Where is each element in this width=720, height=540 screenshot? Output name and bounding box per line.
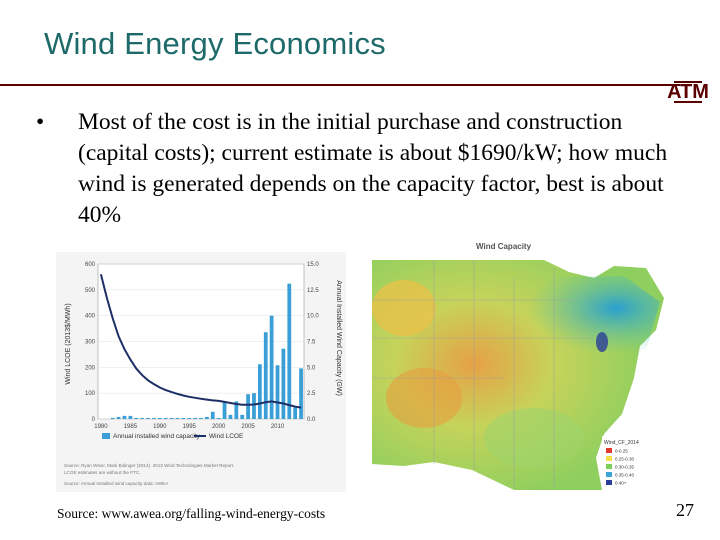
chart-x-tick: 2000 (212, 424, 226, 430)
logo-text: ATM (667, 81, 709, 103)
capacity-bar (146, 417, 150, 419)
map-legend-swatch (606, 456, 612, 461)
chart-x-tick: 1990 (153, 424, 167, 430)
map-title: Wind Capacity (476, 242, 532, 251)
capacity-bar (257, 364, 262, 419)
map-legend-swatch (606, 480, 612, 485)
chart-yright-tick: 2.5 (307, 391, 316, 397)
map-legend-label: 0.30-0.35 (615, 465, 635, 470)
lcoe-series-line (99, 274, 302, 409)
capacity-bar (116, 416, 121, 419)
capacity-bar (269, 315, 274, 419)
chart-yright-tick: 5.0 (307, 365, 316, 371)
capacity-bar (299, 368, 303, 419)
map-legend-label: 0.25-0.30 (615, 457, 635, 462)
capacity-bar (281, 348, 286, 419)
capacity-bar (175, 417, 180, 419)
map-legend-swatch (606, 472, 612, 477)
page-number: 27 (676, 500, 694, 520)
map-legend-label: 0.40+ (615, 481, 627, 486)
map-legend-label: 0-0.25 (615, 449, 628, 454)
chart-yleft-tick: 200 (85, 365, 96, 371)
legend-bar-swatch (102, 433, 110, 439)
chart-x-tick: 2010 (271, 424, 285, 430)
map-legend-swatch (606, 464, 612, 469)
chart-yleft-tick: 500 (85, 288, 96, 294)
map-svg: Wind Capacity Wind_CF_2014 0-0.25 0.25-0.… (372, 242, 664, 492)
capacity-bar (110, 417, 115, 419)
capacity-bar (140, 417, 145, 419)
chart-yright-tick: 7.5 (307, 340, 316, 346)
tamu-logo: ATM (667, 81, 709, 103)
capacity-bar (181, 417, 186, 419)
chart-yleft-tick: 300 (85, 340, 96, 346)
capacity-bar (287, 283, 292, 419)
map-legend-label: 0.35-0.40 (615, 473, 635, 478)
capacity-bar (293, 407, 298, 419)
capacity-bar (163, 417, 168, 419)
capacity-bar (169, 417, 174, 419)
chart-x-tick: 1995 (183, 424, 197, 430)
capacity-bar (234, 401, 239, 419)
chart-credit: Source: Annual Installed wind capacity d… (64, 481, 169, 486)
capacity-bar (205, 416, 209, 419)
chart-yleft-tick: 400 (85, 314, 96, 320)
capacity-bar (275, 365, 280, 419)
map-legend-swatch (606, 448, 612, 453)
title-rule (0, 84, 680, 86)
chart-note-2: LCOE estimates are without the PTC. (64, 470, 141, 475)
chart-yleft-tick: 100 (85, 391, 96, 397)
bullet-dot-icon: • (36, 109, 45, 135)
source-citation: Source: www.awea.org/falling-wind-energy… (57, 506, 326, 521)
capacity-bar (240, 414, 245, 419)
chart-yright-tick: 15.0 (307, 262, 319, 268)
capacity-bar (210, 411, 215, 419)
capacity-bar (199, 417, 203, 419)
lcoe-capacity-chart: 600 500 400 300 200 100 0 15.0 12.5 10.0 7.5 5.0 2.5… (56, 252, 346, 492)
chart-yleft-tick: 600 (85, 262, 96, 268)
chart-ylabel-left: Wind LCOE (2013$/MWh) (65, 303, 72, 384)
capacity-bar (246, 394, 250, 419)
chart-x-tick: 1985 (124, 424, 138, 430)
chart-yright-tick: 0.0 (307, 417, 316, 423)
capacity-bar (152, 417, 156, 419)
capacity-bar (128, 415, 133, 419)
capacity-bar (222, 401, 227, 419)
capacity-bar (216, 417, 221, 419)
chart-note-1: Source: Ryan Wiser, Mark Bolinger (2014)… (64, 463, 234, 468)
map-legend-title: Wind_CF_2014 (604, 440, 639, 446)
chart-svg: 600 500 400 300 200 100 0 15.0 12.5 10.0 7.5 5.0 2.5… (64, 262, 342, 486)
capacity-bar (228, 414, 233, 419)
capacity-bar (193, 417, 197, 419)
legend-lcoe: Wind LCOE (209, 433, 244, 440)
capacity-bar (252, 393, 256, 419)
bullet-text: Most of the cost is in the initial purch… (78, 109, 668, 228)
capacity-bar (157, 417, 162, 419)
capacity-bar (134, 417, 139, 419)
chart-yright-tick: 10.0 (307, 314, 319, 320)
chart-x-tick: 1980 (94, 424, 108, 430)
capacity-bar (122, 415, 127, 419)
chart-yright-tick: 12.5 (307, 288, 319, 294)
chart-yleft-tick: 0 (92, 417, 96, 423)
capacity-bar (263, 332, 268, 419)
slide-title: Wind Energy Economics (44, 26, 386, 61)
chart-x-tick: 2005 (241, 424, 255, 430)
legend-capacity: Annual installed wind capacity (113, 433, 200, 440)
chart-ylabel-right: Annual Installed Wind Capacity (GW) (335, 280, 342, 396)
wind-capacity-map: Wind Capacity Wind_CF_2014 0-0.25 0.25-0.… (364, 238, 704, 492)
capacity-bar (187, 417, 192, 419)
